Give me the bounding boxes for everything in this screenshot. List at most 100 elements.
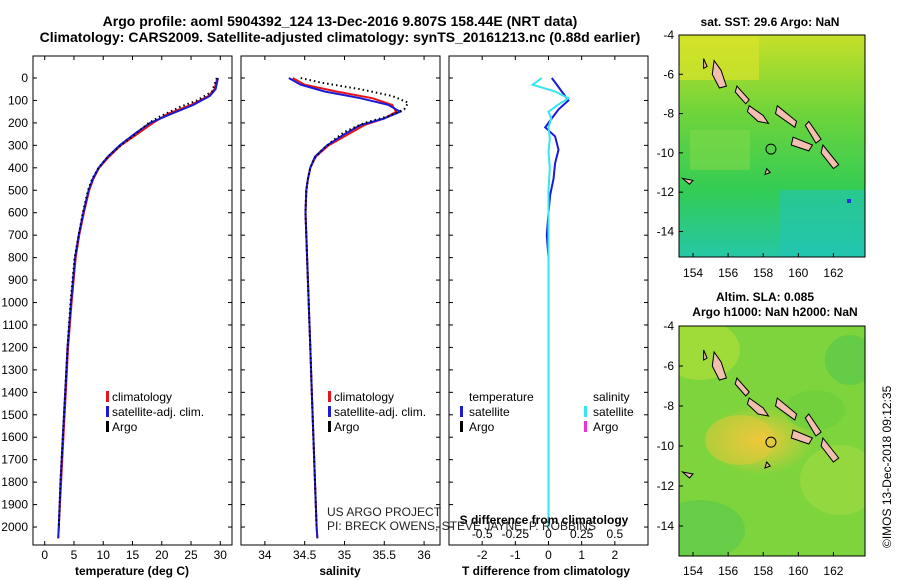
legend-s-argo: Argo	[593, 420, 619, 434]
legend-marker-satellite	[106, 406, 109, 417]
map-lat-label: -14	[657, 519, 675, 533]
legend-t-satellite: satellite	[469, 405, 510, 419]
map-lon-label: 154	[683, 564, 703, 578]
x-tick-label: 34	[258, 548, 272, 562]
map-lon-label: 156	[718, 564, 738, 578]
map-lon-label: 154	[683, 266, 703, 280]
depth-tick-label: 2000	[1, 520, 28, 534]
map-lon-label: 160	[788, 564, 808, 578]
depth-axis: 0 100 200 300 400 500 600 700 800 900 1000 1100 1200…	[1, 71, 648, 534]
credit-pi: PI: BRECK OWENS, STEVE JAYNE, P. ROBBINS	[327, 519, 596, 533]
legend-s-satellite: satellite	[593, 405, 634, 419]
map-lat-label: -4	[663, 319, 674, 333]
legend-argo: Argo	[334, 420, 360, 434]
island-shape	[764, 460, 772, 469]
legend-marker-climatology	[106, 391, 109, 402]
x-tick-label: 35.5	[373, 548, 397, 562]
legend-salinity-heading: salinity	[593, 390, 630, 404]
sst-map-title: sat. SST: 29.6 Argo: NaN	[701, 15, 840, 29]
series-argo	[57, 77, 218, 528]
series-climatology	[57, 77, 219, 539]
difference-legend: temperature satellite Argo salinity sate…	[460, 390, 634, 434]
x-tick-label: 36	[417, 548, 431, 562]
map-lon-label: 162	[823, 266, 843, 280]
island-shape	[734, 376, 750, 397]
sst-map	[679, 35, 865, 257]
island-shape	[820, 143, 840, 170]
depth-tick-label: 1700	[1, 453, 28, 467]
map-axes: -4 -6 -8 -10 -12 -14 154 156 158 160 162 -4 -6 -8 -10 -…	[657, 28, 844, 578]
x-tick-label: 5	[71, 548, 78, 562]
island-shape	[711, 350, 728, 381]
x-tick-label: 25	[184, 548, 198, 562]
figure-title-line2: Climatology: CARS2009. Satellite-adjuste…	[40, 29, 641, 45]
depth-tick-label: 300	[8, 138, 28, 152]
island-shape	[703, 58, 708, 70]
depth-tick-label: 1500	[1, 408, 28, 422]
depth-tick-label: 200	[8, 116, 28, 130]
x-tick-label: 35	[338, 548, 352, 562]
legend-satellite: satellite-adj. clim.	[112, 405, 204, 419]
island-shape	[790, 136, 814, 152]
depth-tick-label: 1600	[1, 430, 28, 444]
island-shape	[711, 59, 728, 89]
map-lat-label: -6	[663, 359, 674, 373]
island-shape	[680, 177, 694, 185]
temperature-xlabel: temperature (deg C)	[75, 564, 189, 578]
depth-tick-label: 600	[8, 206, 28, 220]
map-lat-label: -8	[663, 399, 674, 413]
depth-tick-label: 500	[8, 183, 28, 197]
map-lat-label: -10	[657, 439, 675, 453]
x-tick-label: 15	[126, 548, 140, 562]
legend-marker-t-argo	[460, 421, 463, 432]
sla-map-title2: Argo h1000: NaN h2000: NaN	[692, 305, 857, 319]
credit-project: US ARGO PROJECT	[327, 505, 442, 519]
sdiff-label: S difference from climatology	[460, 513, 629, 527]
legend-temperature-heading: temperature	[469, 390, 534, 404]
x-tick-label: -0.25	[502, 527, 530, 541]
x-tick-label: 0	[545, 548, 552, 562]
depth-tick-label: 1900	[1, 498, 28, 512]
island-shape	[703, 349, 708, 361]
x-tick-label: 30	[214, 548, 228, 562]
x-tick-label: 2	[611, 548, 618, 562]
sla-argo-location	[765, 436, 777, 448]
legend-t-argo: Argo	[469, 420, 495, 434]
x-axes: 0 5 10 15 20 25 30 34 34.5 35 35.5 36 -2 -1 0 1 2 -0.5 -0.…	[41, 56, 623, 562]
map-lon-label: 156	[718, 266, 738, 280]
x-tick-label: -0.5	[472, 527, 493, 541]
map-lat-label: -4	[663, 28, 674, 42]
legend-marker-s-satellite	[584, 406, 587, 417]
x-tick-label: 0	[545, 527, 552, 541]
figure-title-line1: Argo profile: aoml 5904392_124 13-Dec-20…	[103, 13, 578, 29]
x-tick-label: 1	[578, 548, 585, 562]
map-lat-label: -12	[657, 479, 675, 493]
x-tick-label: 34.5	[293, 548, 317, 562]
salinity-legend: climatology satellite-adj. clim. Argo	[328, 390, 426, 434]
temperature-series	[57, 77, 219, 539]
island-shape	[820, 436, 840, 463]
map-lat-label: -12	[657, 185, 675, 199]
sst-islands	[680, 58, 840, 185]
legend-marker-argo	[328, 421, 331, 432]
map-lon-label: 158	[753, 564, 773, 578]
map-lon-label: 162	[823, 564, 843, 578]
x-tick-label: 0.5	[606, 527, 623, 541]
series-s-satellite	[530, 77, 571, 527]
map-lon-label: 158	[753, 266, 773, 280]
series-satellite-adj-clim-	[57, 77, 219, 539]
island-shape	[734, 85, 750, 105]
depth-tick-label: 1000	[1, 296, 28, 310]
x-tick-label: 0	[41, 548, 48, 562]
legend-marker-argo	[106, 421, 109, 432]
island-shape	[804, 413, 822, 437]
island-shape	[764, 167, 772, 176]
depth-tick-label: 1100	[2, 318, 28, 332]
legend-marker-s-argo	[584, 421, 587, 432]
island-shape	[746, 397, 770, 417]
x-tick-label: 10	[97, 548, 111, 562]
tdiff-xlabel: T difference from climatology	[462, 564, 630, 578]
map-lat-label: -10	[657, 146, 675, 160]
temperature-panel	[32, 55, 233, 546]
